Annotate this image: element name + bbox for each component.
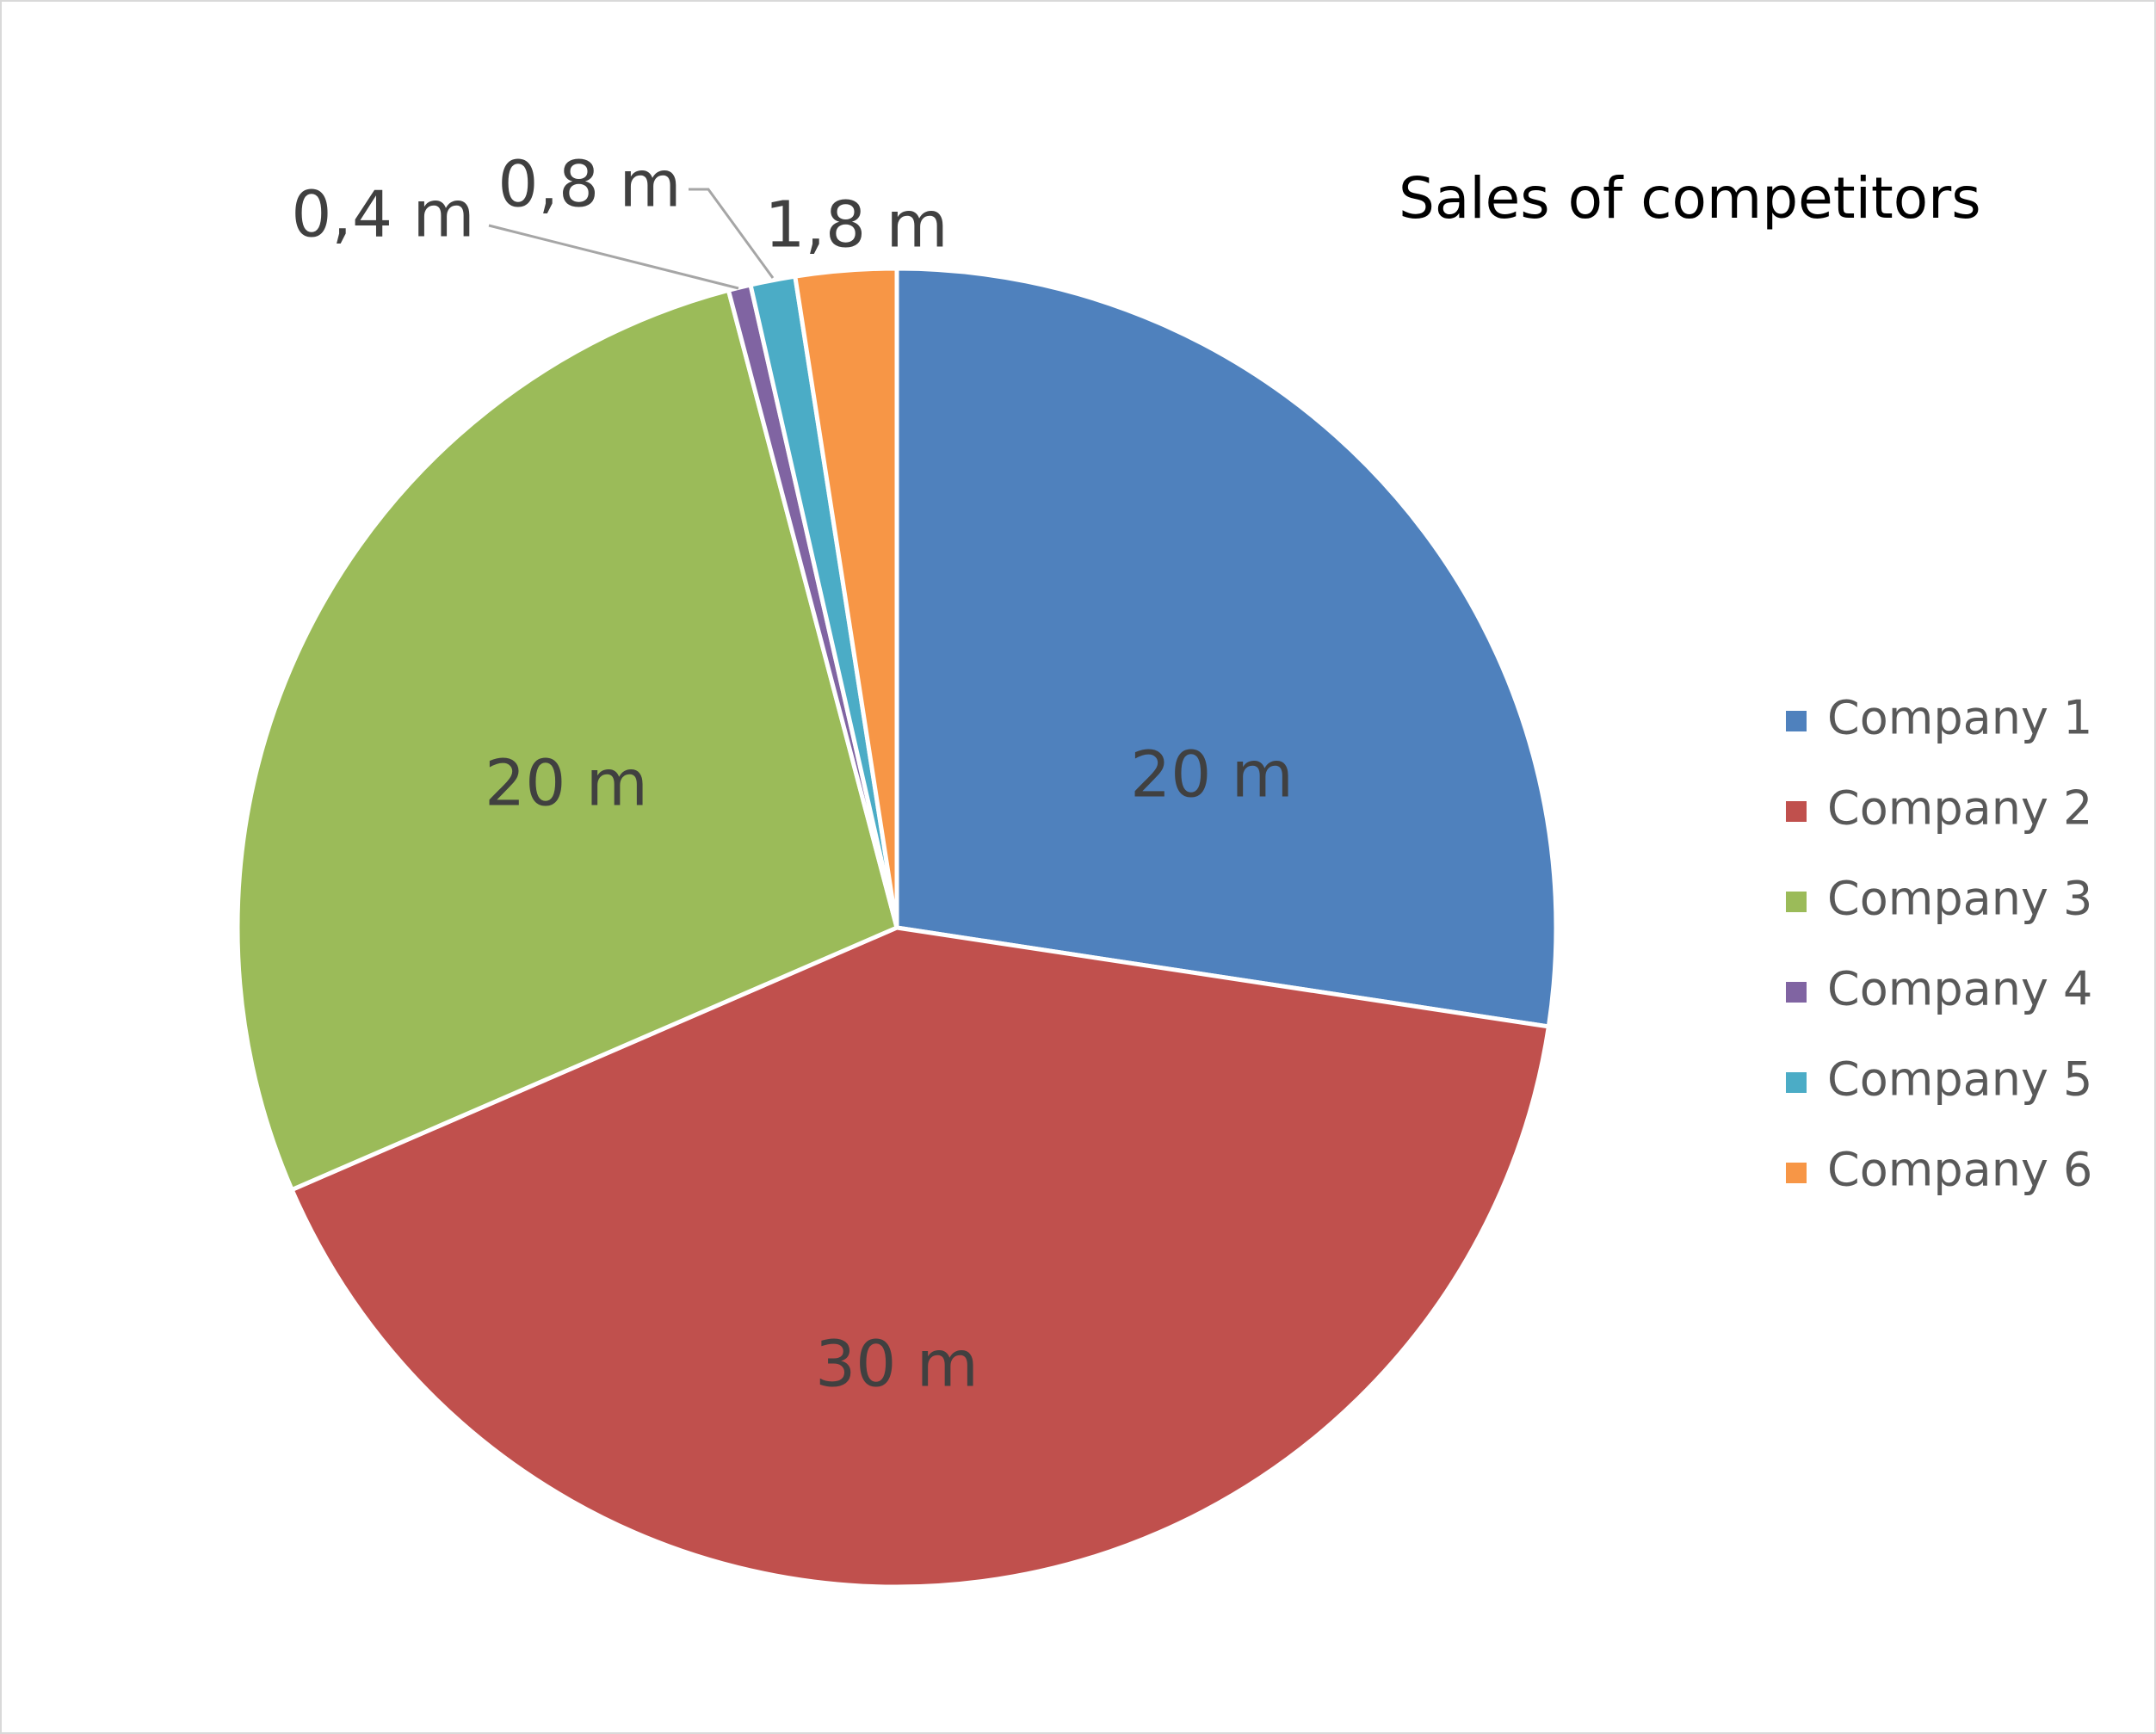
legend-label-company-3: Company 3: [1827, 872, 2092, 926]
legend-swatch-company-3: [1786, 892, 1807, 912]
legend-label-company-5: Company 5: [1827, 1052, 2092, 1107]
chart-title: Sales of competitors: [1399, 165, 1981, 231]
data-label-company-5: 0,8 m: [497, 148, 681, 222]
legend-swatch-company-1: [1786, 711, 1807, 731]
data-label-company-3: 20 m: [485, 747, 648, 821]
leader-line-company-4: [488, 224, 739, 290]
pie-slices: [235, 266, 1559, 1589]
legend-label-company-4: Company 4: [1827, 962, 2092, 1016]
leader-line-company-5: [689, 188, 775, 279]
data-label-company-4: 0,4 m: [291, 178, 474, 252]
legend-swatch-company-5: [1786, 1072, 1807, 1093]
legend-swatch-company-2: [1786, 801, 1807, 822]
pie-slice-company-3: [235, 287, 899, 1193]
data-label-company-1: 20 m: [1130, 738, 1294, 812]
legend-label-company-2: Company 2: [1827, 781, 2092, 836]
legend: Company 1 Company 2 Company 3 Company 4 Comp…: [1786, 691, 2092, 1197]
legend-label-company-1: Company 1: [1827, 691, 2092, 745]
pie-slice-company-6: [793, 266, 899, 930]
leader-lines: [488, 188, 775, 290]
pie-slice-company-2: [289, 925, 1551, 1589]
legend-swatch-company-4: [1786, 982, 1807, 1003]
data-labels: 20 m 30 m 20 m 0,4 m 0,8 m 1,8 m: [291, 148, 1294, 1402]
data-label-company-2: 30 m: [815, 1328, 979, 1402]
data-label-company-6: 1,8 m: [764, 188, 948, 262]
legend-swatch-company-6: [1786, 1163, 1807, 1183]
legend-label-company-6: Company 6: [1827, 1143, 2092, 1197]
pie-slice-company-1: [894, 266, 1559, 1029]
